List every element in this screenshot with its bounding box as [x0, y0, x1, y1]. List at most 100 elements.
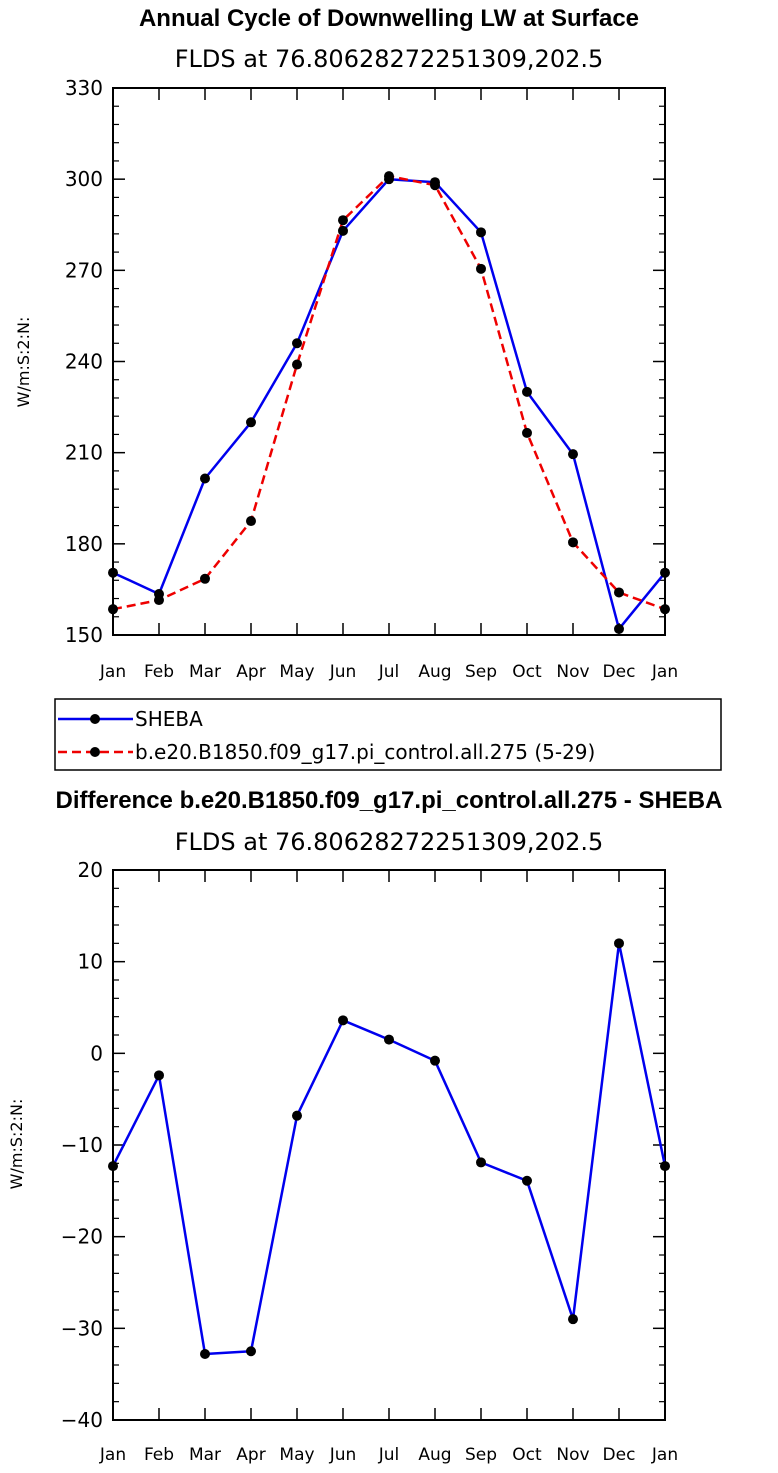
x-tick-label: Feb — [144, 1445, 174, 1465]
data-point — [108, 1161, 118, 1172]
plot-frame — [112, 869, 666, 1421]
data-point — [476, 1157, 486, 1168]
y-tick-label: 300 — [65, 167, 103, 191]
data-point — [200, 1349, 210, 1359]
y-axis-label: W/m:S:2:N: — [7, 1099, 26, 1190]
x-tick-label: Oct — [512, 1445, 542, 1465]
x-tick-label: Jan — [99, 662, 126, 682]
data-point — [108, 604, 118, 615]
data-point — [568, 537, 578, 548]
series-lines — [108, 171, 670, 634]
data-point — [292, 1110, 302, 1121]
legend: SHEBA b.e20.B1850.f09_g17.pi_control.all… — [54, 698, 722, 771]
series-lines — [108, 938, 670, 1359]
data-point — [430, 1055, 440, 1066]
y-tick-label: −30 — [61, 1316, 103, 1340]
x-tick-label: Oct — [512, 662, 542, 682]
legend-label-model: b.e20.B1850.f09_g17.pi_control.all.275 (… — [135, 740, 595, 764]
legend-box — [54, 698, 722, 771]
y-axis-label: W/m:S:2:N: — [14, 317, 33, 408]
series-line — [112, 174, 666, 611]
y-tick-label: 180 — [65, 532, 103, 556]
axis-ticks — [112, 869, 666, 1421]
legend-marker-model — [90, 747, 100, 757]
x-tick-label: Jun — [329, 662, 357, 682]
axis-ticks — [112, 87, 666, 636]
data-point — [522, 427, 532, 438]
series-line — [111, 942, 667, 1356]
x-tick-label: Mar — [189, 1445, 221, 1465]
x-tick-label: Feb — [144, 662, 174, 682]
x-tick-label: Nov — [556, 662, 589, 682]
data-point — [338, 225, 348, 236]
data-point — [522, 1175, 532, 1186]
x-tick-label: Jul — [378, 662, 400, 682]
y-tick-label: 0 — [90, 1041, 103, 1065]
x-tick-label: Dec — [603, 662, 636, 682]
x-tick-label: Aug — [418, 1445, 451, 1465]
data-point — [568, 449, 578, 460]
data-point — [338, 1015, 348, 1026]
x-tick-label: Jul — [378, 1445, 400, 1465]
x-tick-label: Jun — [329, 1445, 357, 1465]
data-point — [200, 573, 210, 584]
chart-title: Difference b.e20.B1850.f09_g17.pi_contro… — [56, 787, 723, 814]
x-tick-label: Dec — [603, 1445, 636, 1465]
x-tick-label: Sep — [465, 1445, 497, 1465]
data-point — [614, 587, 624, 598]
difference-chart: Difference b.e20.B1850.f09_g17.pi_contro… — [7, 787, 722, 1465]
data-point — [660, 604, 670, 615]
data-point — [246, 1346, 256, 1357]
data-point — [384, 1034, 394, 1045]
data-point — [200, 473, 210, 484]
data-point — [292, 359, 302, 370]
data-point — [476, 227, 486, 238]
x-tick-label: Nov — [556, 1445, 589, 1465]
y-tick-label: −40 — [61, 1408, 103, 1432]
legend-marker-sheba — [90, 714, 100, 724]
x-tick-labels: Jan Feb Mar Apr May Jun Jul Aug Sep Oct Nov Dec Jan — [99, 662, 678, 682]
y-tick-label: 10 — [78, 950, 103, 974]
data-point — [154, 595, 164, 606]
x-tick-label: Mar — [189, 662, 221, 682]
series-line — [112, 177, 666, 631]
x-tick-label: Jan — [99, 1445, 126, 1465]
x-tick-label: Apr — [236, 1445, 265, 1465]
y-tick-label: −20 — [61, 1225, 103, 1249]
data-point — [108, 567, 118, 578]
x-tick-label: Apr — [236, 662, 265, 682]
y-tick-label: 210 — [65, 441, 103, 465]
data-point — [476, 263, 486, 274]
data-point — [384, 171, 394, 182]
data-point — [154, 1070, 164, 1081]
y-tick-label: 270 — [65, 258, 103, 282]
data-point — [522, 386, 532, 397]
annual-cycle-chart: Annual Cycle of Downwelling LW at Surfac… — [14, 5, 678, 682]
data-point — [614, 623, 624, 634]
y-tick-label: 20 — [78, 858, 103, 882]
data-point — [660, 1161, 670, 1172]
data-point — [568, 1314, 578, 1325]
y-tick-labels: 150 180 210 240 270 300 330 — [65, 76, 103, 647]
x-tick-label: Jan — [651, 1445, 678, 1465]
data-point — [246, 417, 256, 428]
x-tick-label: May — [279, 662, 314, 682]
chart-subtitle: FLDS at 76.80628272251309,202.5 — [175, 828, 604, 856]
y-tick-label: 240 — [65, 350, 103, 374]
chart-subtitle: FLDS at 76.80628272251309,202.5 — [175, 45, 604, 73]
legend-label-sheba: SHEBA — [135, 707, 203, 731]
data-point — [338, 215, 348, 226]
x-tick-label: Jan — [651, 662, 678, 682]
x-tick-labels: Jan Feb Mar Apr May Jun Jul Aug Sep Oct Nov Dec Jan — [99, 1445, 678, 1465]
data-point — [292, 338, 302, 349]
y-tick-label: 330 — [65, 76, 103, 100]
y-tick-labels: −40 −30 −20 −10 0 10 20 — [61, 858, 103, 1432]
chart-title: Annual Cycle of Downwelling LW at Surfac… — [139, 5, 639, 32]
data-point — [246, 516, 256, 527]
y-tick-label: −10 — [61, 1133, 103, 1157]
y-tick-label: 150 — [65, 623, 103, 647]
x-tick-label: Aug — [418, 662, 451, 682]
data-point — [430, 180, 440, 191]
data-point — [660, 567, 670, 578]
